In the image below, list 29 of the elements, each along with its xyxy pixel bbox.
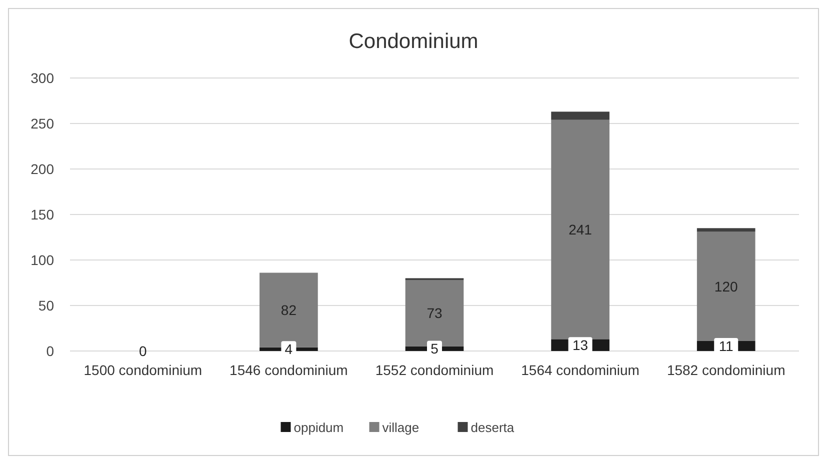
bar (551, 120, 610, 340)
data-label: 4 (284, 341, 293, 358)
x-tick-label: 1546 condominium (230, 362, 348, 378)
legend-label: village (382, 420, 420, 435)
data-label: 120 (714, 278, 738, 294)
data-label: 5 (430, 340, 439, 357)
bar (551, 112, 610, 120)
x-tick-label: 1582 condominium (666, 362, 786, 378)
data-label: 0 (139, 343, 147, 359)
data-label: 11 (718, 338, 734, 354)
data-label: 241 (568, 222, 592, 238)
y-tick-label: 100 (30, 252, 54, 268)
y-tick-label: 200 (30, 161, 54, 177)
y-tick-label: 300 (30, 70, 54, 86)
x-tick-label: 1564 condominium (521, 362, 640, 378)
legend-label: deserta (470, 420, 515, 435)
bar (696, 228, 756, 232)
data-label: 82 (280, 302, 297, 318)
legend-label: oppidum (294, 420, 344, 435)
data-label: 73 (426, 305, 442, 322)
x-tick-label: 1500 condominium (84, 362, 202, 378)
y-tick-label: 50 (38, 298, 54, 314)
x-tick-label: 1552 condominium (375, 362, 494, 378)
chart-title: Condominium (348, 30, 478, 53)
y-tick-label: 0 (46, 343, 54, 359)
data-label: 13 (572, 337, 588, 354)
bar (696, 232, 756, 341)
y-tick-label: 150 (30, 206, 54, 222)
y-tick-label: 250 (30, 116, 54, 132)
